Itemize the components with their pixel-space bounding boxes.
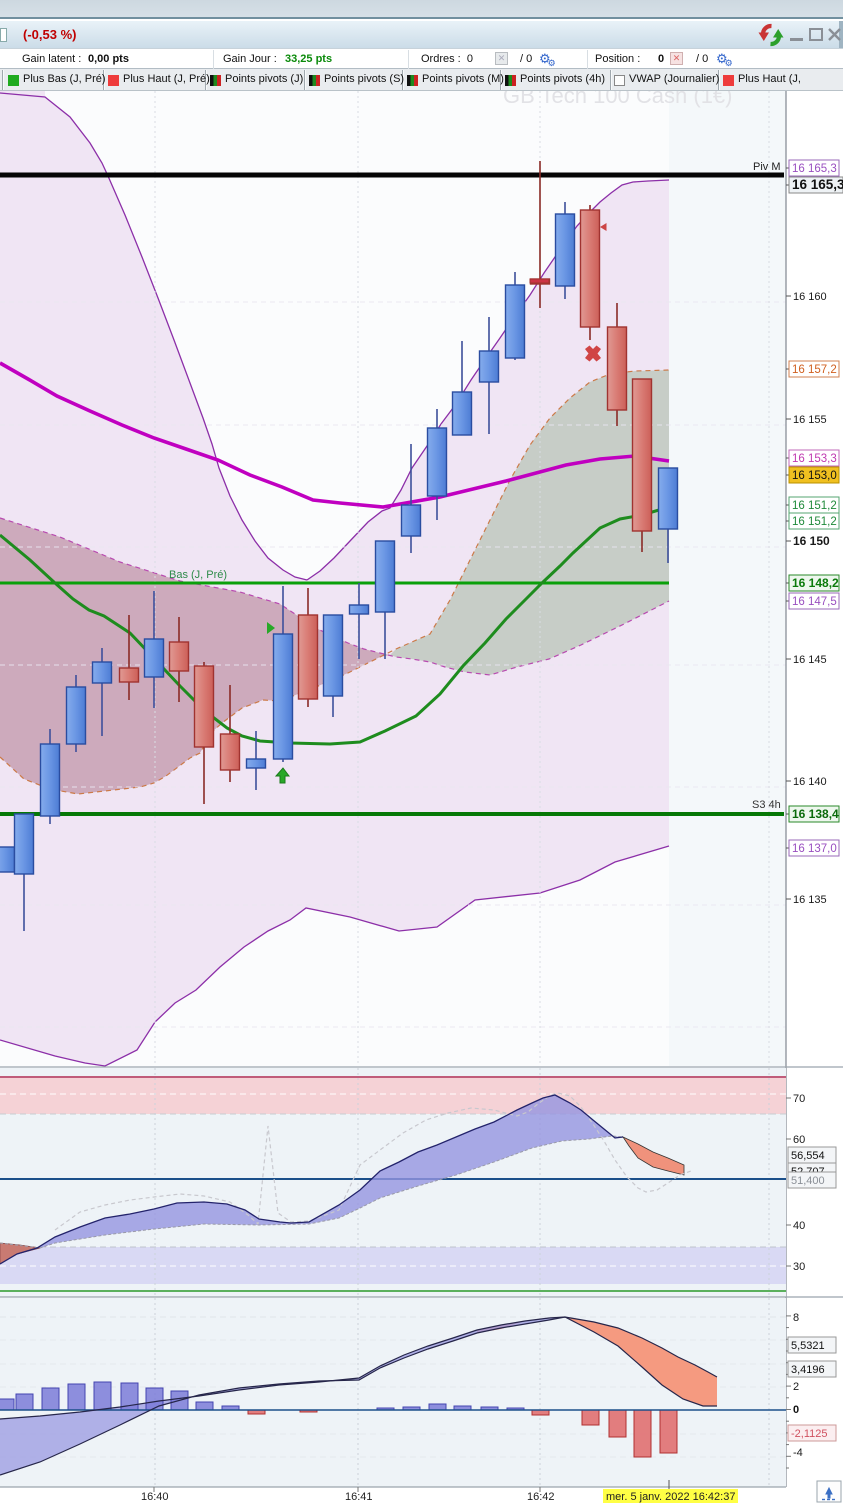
svg-text:16:41: 16:41: [345, 1491, 373, 1503]
svg-text:16 147,5: 16 147,5: [792, 596, 837, 608]
svg-text:60: 60: [793, 1134, 805, 1146]
svg-text:16 155: 16 155: [793, 414, 827, 426]
svg-text:3,4196: 3,4196: [791, 1364, 825, 1376]
svg-text:mer. 5 janv. 2022 16:42:37: mer. 5 janv. 2022 16:42:37: [606, 1491, 735, 1503]
svg-text:2: 2: [793, 1381, 799, 1393]
svg-text:5,5321: 5,5321: [791, 1340, 825, 1352]
svg-text:16 138,4: 16 138,4: [792, 807, 839, 821]
svg-text:-4: -4: [793, 1447, 803, 1459]
svg-text:16 148,2: 16 148,2: [792, 576, 839, 590]
svg-text:16 151,2: 16 151,2: [792, 500, 837, 512]
svg-text:GB Tech 100 Cash (1€): GB Tech 100 Cash (1€): [503, 91, 733, 108]
svg-text:16 165,3: 16 165,3: [792, 163, 837, 175]
svg-text:16:42: 16:42: [527, 1491, 555, 1503]
svg-text:16 165,3: 16 165,3: [792, 177, 843, 192]
svg-text:16 153,3: 16 153,3: [792, 453, 837, 465]
svg-text:16 135: 16 135: [793, 894, 827, 906]
svg-text:16 140: 16 140: [793, 776, 827, 788]
svg-text:Bas (J, Pré): Bas (J, Pré): [169, 569, 227, 581]
svg-text:40: 40: [793, 1220, 805, 1232]
svg-text:S3 4h: S3 4h: [752, 799, 781, 811]
svg-text:16:40: 16:40: [141, 1491, 169, 1503]
svg-text:16 145: 16 145: [793, 654, 827, 666]
svg-text:30: 30: [793, 1261, 805, 1273]
svg-text:56,554: 56,554: [791, 1150, 825, 1162]
svg-text:70: 70: [793, 1093, 805, 1105]
svg-text:16 153,0: 16 153,0: [792, 470, 837, 482]
svg-text:16 151,2: 16 151,2: [792, 516, 837, 528]
svg-text:16 137,0: 16 137,0: [792, 843, 837, 855]
svg-text:16 150: 16 150: [793, 534, 830, 548]
svg-text:0: 0: [793, 1404, 799, 1416]
svg-text:16 160: 16 160: [793, 291, 827, 303]
svg-text:16 157,2: 16 157,2: [792, 364, 837, 376]
svg-text:-2,1125: -2,1125: [791, 1428, 828, 1440]
svg-text:8: 8: [793, 1312, 799, 1324]
svg-text:51,400: 51,400: [791, 1175, 825, 1187]
svg-text:Piv M: Piv M: [753, 161, 781, 173]
